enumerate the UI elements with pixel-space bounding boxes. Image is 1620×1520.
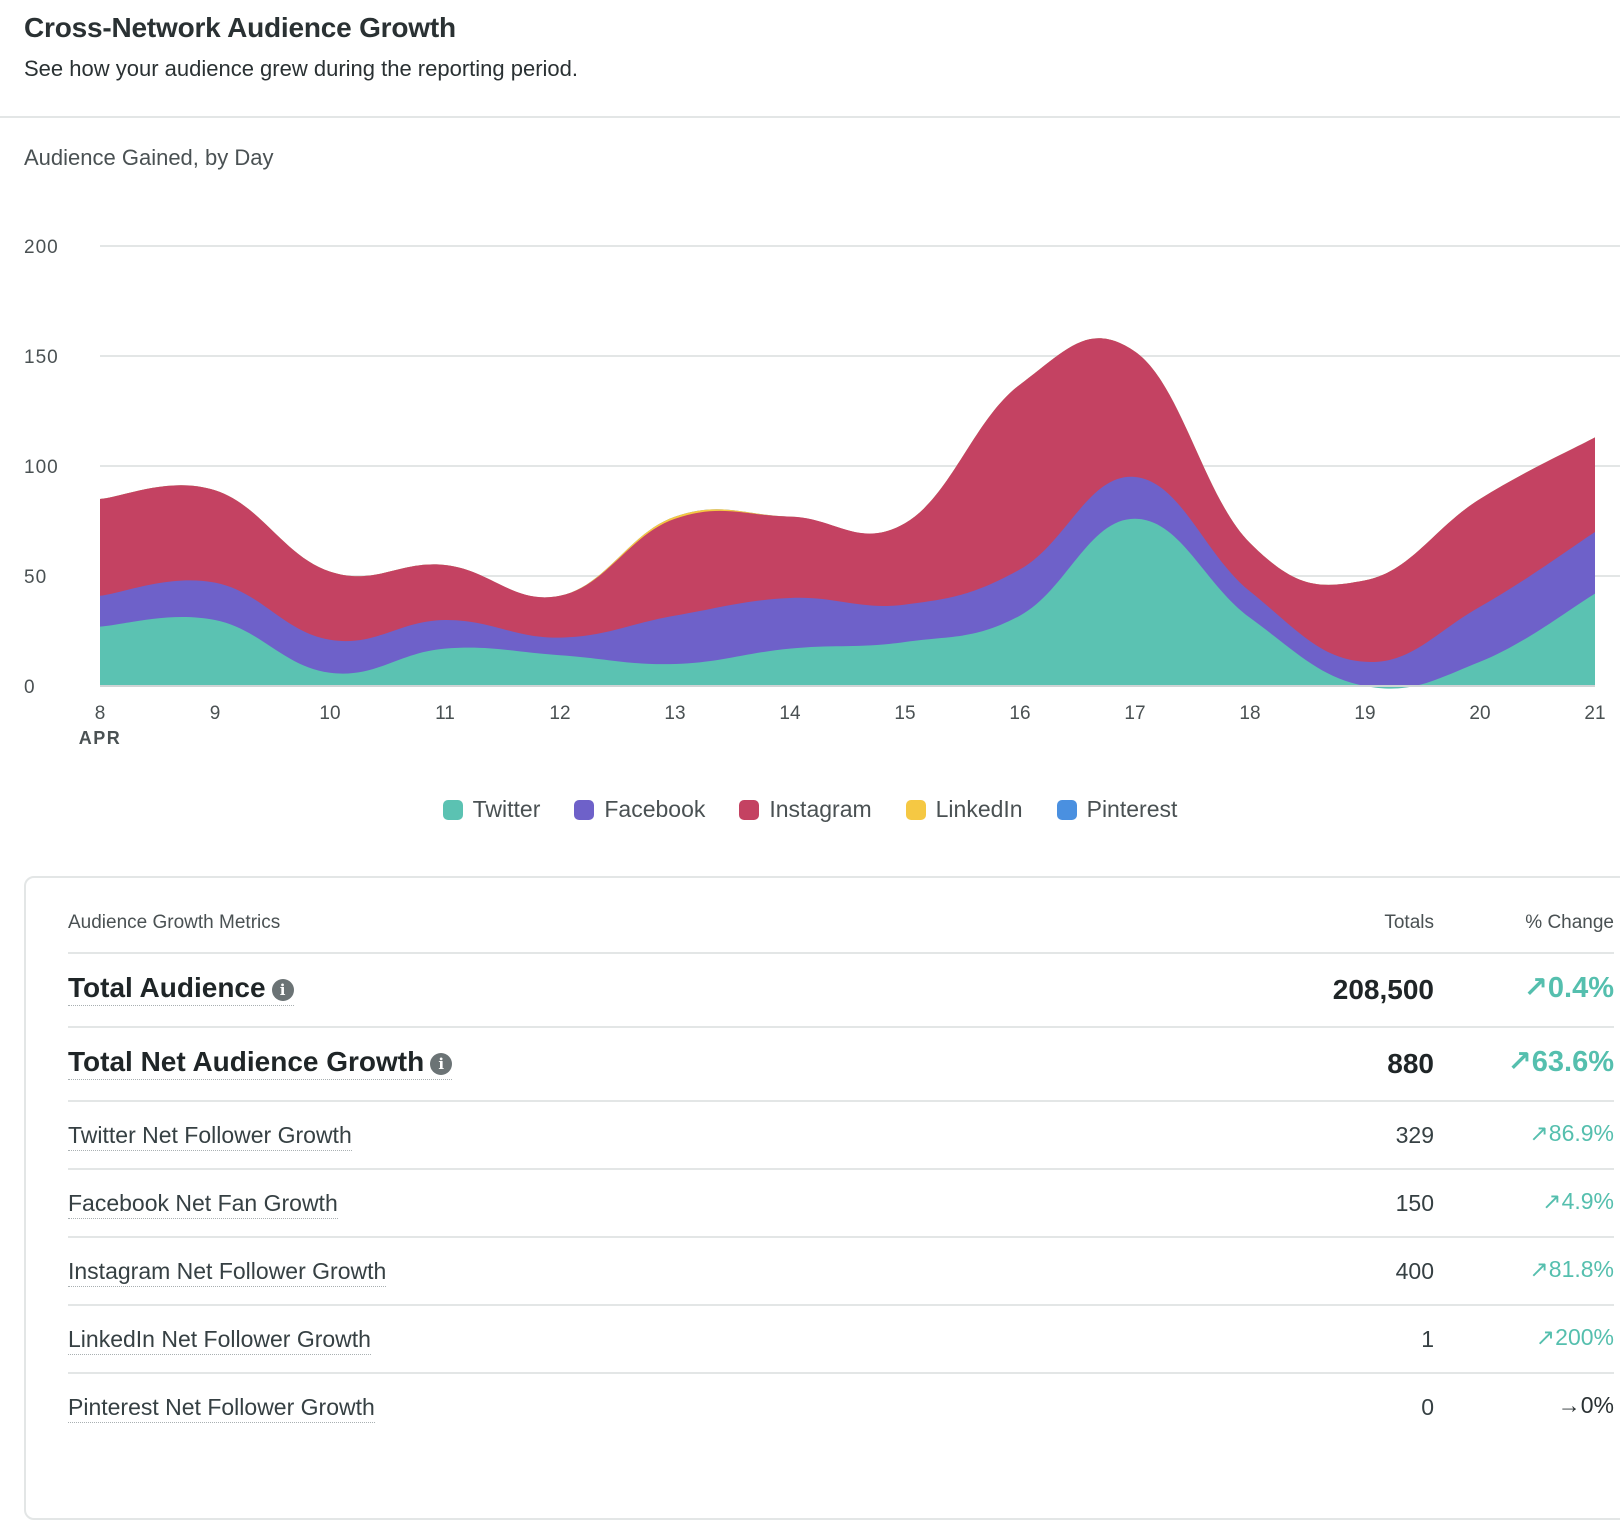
x-tick-label-14: 14 <box>779 703 801 724</box>
chart-legend: Twitter Facebook Instagram LinkedIn Pint… <box>0 796 1620 823</box>
x-tick-label-17: 17 <box>1124 703 1145 724</box>
legend-item-instagram[interactable]: Instagram <box>739 796 872 823</box>
metric-change: ↗200% <box>1535 1324 1614 1350</box>
x-tick-label-18: 18 <box>1239 703 1260 724</box>
metrics-table: Audience Growth Metrics Totals % Change … <box>24 876 1620 1520</box>
legend-item-facebook[interactable]: Facebook <box>574 796 705 823</box>
x-tick-label-20: 20 <box>1469 703 1490 724</box>
legend-item-twitter[interactable]: Twitter <box>442 796 541 823</box>
x-tick-label-12: 12 <box>549 703 570 724</box>
y-tick-label-150: 150 <box>24 347 59 368</box>
x-tick-label-15: 15 <box>894 703 915 724</box>
metric-total: 150 <box>1395 1190 1434 1216</box>
area-twitter <box>100 518 1595 689</box>
header-metric: Audience Growth Metrics <box>68 912 281 933</box>
page-title: Cross-Network Audience Growth <box>24 12 456 43</box>
metric-total: 880 <box>1387 1048 1434 1079</box>
x-tick-label-8: 8 <box>95 703 106 724</box>
header-change: % Change <box>1525 912 1614 933</box>
report-header: Cross-Network Audience Growth See how yo… <box>0 0 1620 118</box>
metric-change: →0% <box>1557 1392 1614 1418</box>
y-tick-label-50: 50 <box>24 567 47 588</box>
header-totals: Totals <box>1384 912 1434 933</box>
metric-change: ↗81.8% <box>1529 1256 1615 1282</box>
table-row-total-audience: Total Audience i 208,500 ↗0.4% <box>68 954 1614 1028</box>
info-icon[interactable]: i <box>271 979 294 1001</box>
metric-label[interactable]: Facebook Net Fan Growth <box>68 1190 338 1219</box>
metric-total: 208,500 <box>1332 974 1434 1005</box>
x-tick-label-13: 13 <box>664 703 685 724</box>
metrics-table-header: Audience Growth Metrics Totals % Change <box>68 906 1614 954</box>
audience-gained-chart: 0 50 100 150 200 8 9 10 11 12 13 14 15 16 17 18 19 20 21 AP… <box>24 237 1620 748</box>
legend-item-linkedin[interactable]: LinkedIn <box>905 796 1023 823</box>
metric-total: 1 <box>1421 1326 1434 1352</box>
metric-label-text: Total Audience <box>68 972 266 1003</box>
metric-change: ↗0.4% <box>1523 972 1614 1004</box>
legend-swatch-linkedin <box>905 799 926 820</box>
metric-change: ↗86.9% <box>1529 1120 1615 1146</box>
info-icon[interactable]: i <box>430 1053 453 1075</box>
legend-label-pinterest: Pinterest <box>1086 796 1178 822</box>
x-tick-label-16: 16 <box>1009 703 1030 724</box>
legend-swatch-instagram <box>739 799 760 820</box>
table-row-linkedin: LinkedIn Net Follower Growth 1 ↗200% <box>68 1306 1614 1374</box>
table-row-instagram: Instagram Net Follower Growth 400 ↗81.8% <box>68 1238 1614 1306</box>
y-tick-label-200: 200 <box>24 237 59 258</box>
table-row-facebook: Facebook Net Fan Growth 150 ↗4.9% <box>68 1170 1614 1238</box>
x-tick-label-9: 9 <box>210 703 221 724</box>
metric-label[interactable]: Total Net Audience Growth i <box>68 1046 453 1080</box>
table-row-twitter: Twitter Net Follower Growth 329 ↗86.9% <box>68 1102 1614 1170</box>
metric-total: 329 <box>1395 1122 1434 1148</box>
table-row-total-net-growth: Total Net Audience Growth i 880 ↗63.6% <box>68 1028 1614 1102</box>
metric-label[interactable]: Instagram Net Follower Growth <box>68 1258 387 1287</box>
y-tick-label-100: 100 <box>24 457 59 478</box>
legend-label-facebook: Facebook <box>604 796 706 822</box>
legend-swatch-pinterest <box>1056 799 1077 820</box>
legend-swatch-facebook <box>574 799 595 820</box>
chart-title: Audience Gained, by Day <box>24 145 274 170</box>
x-tick-label-11: 11 <box>435 703 455 724</box>
x-tick-label-10: 10 <box>319 703 340 724</box>
y-tick-label-0: 0 <box>24 677 36 698</box>
metric-label[interactable]: Twitter Net Follower Growth <box>68 1122 352 1151</box>
page-subtitle: See how your audience grew during the re… <box>24 56 579 81</box>
legend-label-linkedin: LinkedIn <box>935 796 1023 822</box>
metric-total: 0 <box>1421 1394 1434 1420</box>
metric-label[interactable]: Pinterest Net Follower Growth <box>68 1394 375 1423</box>
x-tick-label-19: 19 <box>1354 703 1375 724</box>
x-tick-label-21: 21 <box>1584 703 1605 724</box>
metric-change: ↗63.6% <box>1507 1046 1614 1078</box>
metric-label[interactable]: Total Audience i <box>68 972 294 1006</box>
metric-label-text: Total Net Audience Growth <box>68 1046 425 1077</box>
legend-item-pinterest[interactable]: Pinterest <box>1056 796 1178 823</box>
legend-label-twitter: Twitter <box>472 796 541 822</box>
x-month-label: APR <box>79 728 122 748</box>
metric-total: 400 <box>1395 1258 1434 1284</box>
legend-label-instagram: Instagram <box>769 796 872 822</box>
legend-swatch-twitter <box>442 799 463 820</box>
metric-label[interactable]: LinkedIn Net Follower Growth <box>68 1326 371 1355</box>
table-row-pinterest: Pinterest Net Follower Growth 0 →0% <box>68 1374 1614 1440</box>
metric-change: ↗4.9% <box>1542 1188 1614 1214</box>
